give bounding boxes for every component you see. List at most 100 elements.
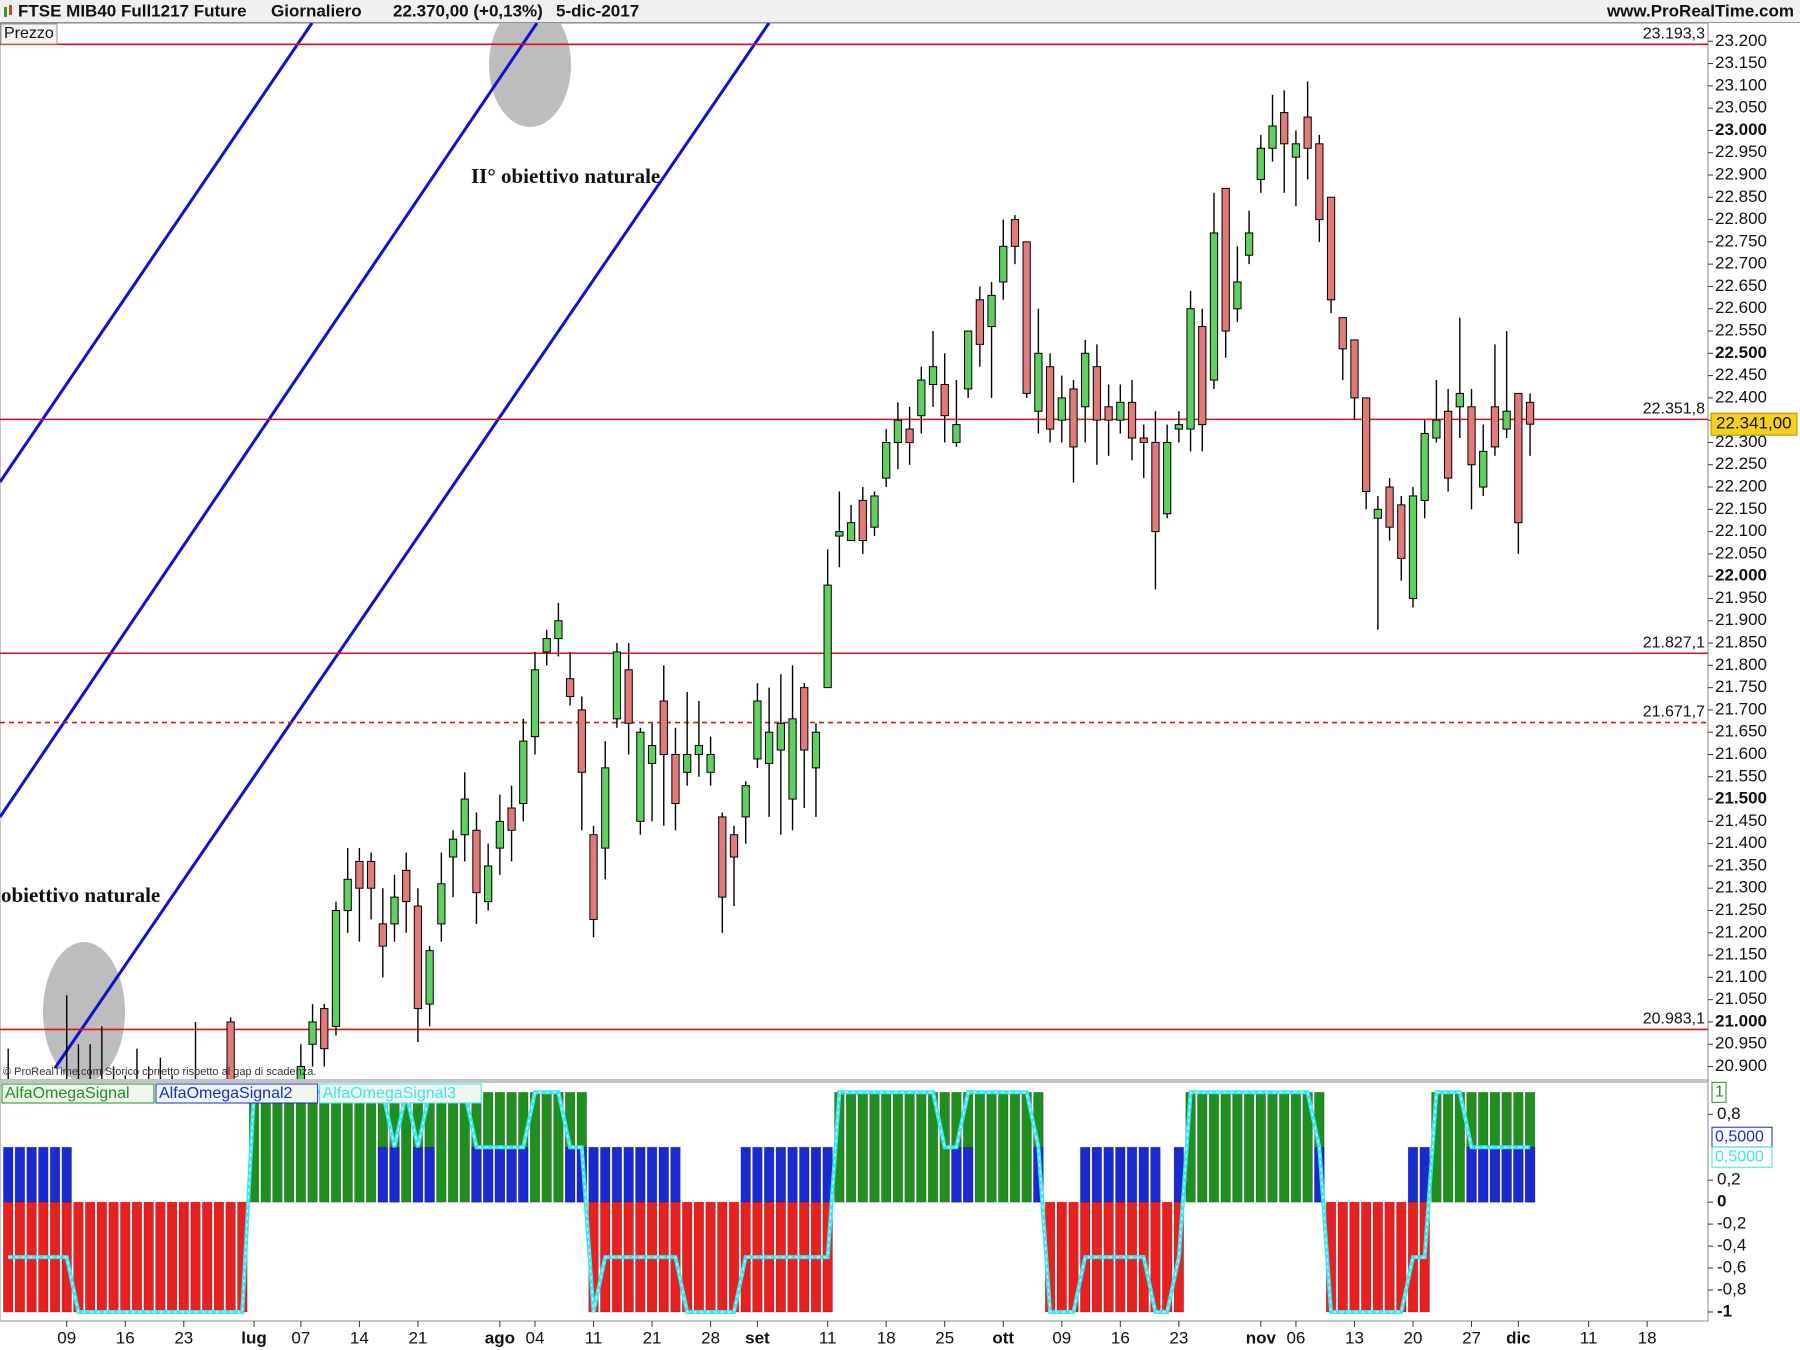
signal-bar [1513, 1146, 1524, 1203]
signal-bar [14, 1146, 26, 1203]
y-tick-label: 20.950 [1715, 1034, 1767, 1053]
legend-box [319, 1083, 482, 1104]
candle-body [542, 638, 551, 653]
site[interactable]: www.ProRealTime.com [1606, 1, 1794, 20]
x-tick-label: set [745, 1328, 770, 1347]
level-label: 23.193,3 [1643, 25, 1705, 42]
candle-body [1081, 352, 1090, 408]
y-tick-label: 22.100 [1715, 521, 1767, 540]
candle-body [776, 722, 785, 751]
candle-body [390, 896, 399, 925]
candle-body [952, 424, 961, 443]
candle-body [1326, 196, 1336, 301]
y-tick-label: 22.500 [1715, 343, 1767, 362]
x-tick-label: 11 [819, 1328, 837, 1347]
y-tick-label: 0,2 [1717, 1170, 1741, 1189]
candle-body [472, 829, 481, 894]
y-tick-label: 23.150 [1715, 53, 1767, 72]
signal-bar [1466, 1146, 1477, 1203]
signal-bar [1489, 1146, 1501, 1203]
signal-bar [482, 1146, 494, 1203]
candle-body [1034, 352, 1043, 412]
signal-bar [1115, 1146, 1126, 1203]
candle-body [999, 245, 1008, 283]
candle-body [1467, 406, 1476, 466]
signal-bar [1267, 1091, 1278, 1203]
candle-body [940, 384, 949, 417]
signal-bar [1255, 1091, 1267, 1203]
panel-label: Prezzo [4, 25, 54, 42]
y-tick-label: 21.300 [1715, 878, 1767, 897]
candle-body [1022, 241, 1031, 394]
date: 5-dic-2017 [556, 1, 639, 20]
candle-body [343, 878, 352, 912]
signal-bar [763, 1146, 775, 1203]
signal-bar [389, 1146, 400, 1203]
signal-bar [506, 1146, 517, 1203]
signal-bar [810, 1146, 822, 1203]
candle-body [811, 731, 821, 769]
candle-body [554, 620, 563, 640]
signal-bar [1349, 1201, 1360, 1313]
candle-body [905, 428, 914, 443]
y-tick-label: 22.800 [1715, 209, 1767, 228]
x-tick-label: 09 [1052, 1328, 1071, 1347]
candle-body [964, 330, 973, 390]
y-tick-label: 23.100 [1715, 75, 1767, 94]
candle-body [788, 718, 797, 800]
signal-bar [892, 1091, 904, 1203]
signal-bar [190, 1201, 201, 1313]
indicator-plot [2, 1090, 1536, 1314]
candle-body [1244, 232, 1254, 256]
candle-body [1268, 125, 1277, 149]
level-label: 21.827,1 [1643, 634, 1705, 651]
signal-bar [108, 1201, 119, 1313]
signal-bar [319, 1091, 330, 1203]
signal-bar [564, 1146, 576, 1203]
x-tick-label: 21 [643, 1328, 662, 1347]
signal-bar [143, 1201, 154, 1313]
signal-bar [658, 1146, 669, 1203]
signal-bar [131, 1201, 143, 1313]
drawings [0, 23, 771, 1079]
x-tick-label: 09 [57, 1328, 76, 1347]
candle-body [448, 838, 458, 858]
y-tick-label: 21.600 [1715, 744, 1767, 763]
candle-body [647, 745, 657, 764]
candle-body [331, 910, 341, 1027]
value-badge-label: 0,5000 [1715, 1128, 1764, 1145]
signal-bar [1290, 1091, 1302, 1203]
level-label: 20.983,1 [1643, 1011, 1705, 1028]
candle-body [402, 869, 411, 903]
signal-bar [869, 1091, 880, 1203]
y-tick-label: 0,8 [1717, 1104, 1741, 1123]
candle-body [1502, 410, 1511, 430]
y-tick-label: -0,6 [1717, 1258, 1746, 1277]
signal-bar [2, 1146, 14, 1203]
candle-body [870, 495, 879, 528]
price-panel [0, 22, 1709, 1081]
signal-bar [705, 1201, 716, 1313]
candle-body [1139, 437, 1148, 443]
y-tick-label: 21.900 [1715, 610, 1767, 629]
y-tick-label: 22.900 [1715, 164, 1767, 183]
y-tick-label: 22.600 [1715, 298, 1767, 317]
signal-bar [1103, 1146, 1114, 1203]
y-tick-label: 21.850 [1715, 633, 1767, 652]
candle-body [296, 1066, 305, 1079]
signal-bar [635, 1146, 646, 1203]
candle-body [718, 816, 727, 898]
trend-line [53, 23, 771, 1069]
signal-bar [26, 1146, 37, 1203]
candle-body [413, 905, 423, 1010]
x-tick-label: 16 [1111, 1328, 1130, 1347]
candle-body [706, 753, 715, 773]
x-tick-label: nov [1246, 1328, 1277, 1347]
candle-body [460, 798, 469, 836]
signal-bar [1372, 1201, 1384, 1313]
legend-label: AlfaOmegaSignal3 [323, 1085, 457, 1102]
signal-bar [1138, 1146, 1149, 1203]
candle-body [846, 522, 856, 542]
